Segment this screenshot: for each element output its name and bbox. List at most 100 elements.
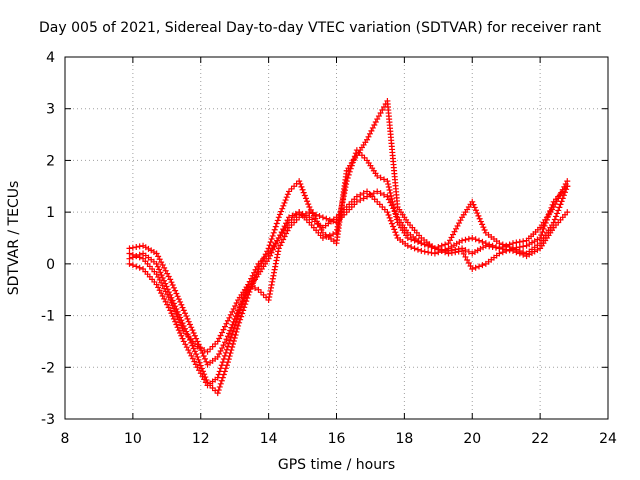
data-trace-point (190, 345, 197, 352)
data-point (214, 374, 221, 381)
data-point (194, 343, 201, 350)
data-point (418, 240, 425, 247)
data-trace-point (470, 201, 477, 208)
data-trace-point (479, 221, 486, 228)
data-trace-point (370, 190, 377, 197)
data-trace-point (221, 323, 228, 330)
data-trace-point (309, 210, 316, 217)
series-track-4 (126, 183, 571, 355)
data-point (126, 260, 133, 267)
data-trace-point (377, 190, 384, 197)
data-trace-point (159, 274, 166, 281)
data-trace-point (388, 195, 395, 202)
data-trace-point (438, 242, 445, 249)
data-trace-point (298, 183, 305, 190)
data-trace-point (189, 327, 196, 334)
y-tick-label: 1 (46, 205, 55, 221)
data-trace-point (455, 248, 462, 255)
data-trace-point (489, 242, 496, 249)
data-point (167, 297, 174, 304)
data-trace-point (350, 156, 357, 163)
data-trace-point (464, 256, 471, 263)
x-tick-label: 24 (599, 431, 617, 447)
data-trace-point (542, 219, 549, 226)
data-trace-point (179, 335, 186, 342)
data-trace-point (348, 162, 355, 169)
data-trace-point (479, 238, 486, 245)
data-trace-point (188, 324, 195, 331)
data-trace-point (220, 371, 227, 378)
data-point (194, 353, 201, 360)
data-marks (126, 97, 571, 397)
data-trace-point (381, 176, 388, 183)
data-trace-point (283, 194, 290, 201)
data-point (459, 237, 466, 244)
y-tick-label: 0 (46, 257, 55, 273)
data-trace-point (481, 227, 488, 234)
data-trace-point (276, 211, 283, 218)
data-trace-point (499, 249, 506, 256)
data-trace-point (545, 213, 552, 220)
data-trace-point (237, 316, 244, 323)
data-trace-point (385, 212, 392, 219)
data-trace-point (220, 326, 227, 333)
data-point (153, 260, 160, 267)
series-track-1 (126, 97, 571, 397)
data-trace-point (462, 236, 469, 243)
data-trace-point (173, 321, 180, 328)
data-point (469, 266, 476, 273)
data-trace-point (217, 348, 224, 355)
data-trace-point (554, 210, 561, 217)
data-trace-point (219, 359, 226, 366)
data-trace-point (215, 387, 222, 394)
data-trace-point (392, 229, 399, 236)
data-point (564, 178, 571, 185)
data-point (364, 193, 371, 200)
data-trace-point (387, 189, 394, 196)
data-trace-point (548, 204, 555, 211)
data-point (319, 235, 326, 241)
data-point (180, 307, 187, 314)
data-trace-point (170, 315, 177, 322)
data-point (306, 209, 313, 216)
data-point (469, 198, 476, 205)
y-tick-label: 2 (46, 153, 55, 169)
data-trace-point (270, 229, 277, 236)
data-trace-point (486, 241, 493, 248)
data-trace-point (428, 244, 435, 251)
data-trace-point (302, 195, 309, 202)
data-trace-point (305, 201, 312, 208)
data-trace-point (172, 287, 179, 294)
data-trace-point (220, 356, 227, 363)
data-trace-point (323, 215, 330, 222)
data-trace-point (239, 310, 246, 317)
data-trace-point (236, 319, 243, 326)
data-trace-point (197, 362, 204, 369)
data-trace-point (503, 247, 510, 254)
data-trace-point (196, 367, 203, 374)
data-trace-point (271, 226, 278, 233)
data-trace-point (556, 204, 563, 211)
data-trace-point (381, 191, 388, 198)
data-trace-point (238, 313, 245, 320)
data-trace-point (425, 249, 432, 256)
x-tick-label: 20 (463, 431, 481, 447)
data-trace-point (475, 212, 482, 219)
data-point (469, 235, 476, 241)
data-trace-point (221, 352, 228, 359)
data-trace-point (476, 263, 483, 270)
data-point (296, 214, 303, 221)
data-trace-point (555, 207, 562, 214)
data-trace-point (229, 321, 236, 328)
data-trace-point (385, 181, 392, 188)
data-trace-point (216, 368, 223, 375)
x-tick-label: 16 (328, 431, 346, 447)
data-trace-point (129, 251, 136, 258)
data-trace-point (273, 220, 280, 227)
data-trace-point (158, 272, 165, 279)
data-trace-point (168, 299, 175, 306)
y-tick-label: 4 (46, 50, 55, 66)
data-trace-point (217, 365, 224, 372)
data-trace-point (442, 241, 449, 248)
data-point (224, 333, 231, 340)
